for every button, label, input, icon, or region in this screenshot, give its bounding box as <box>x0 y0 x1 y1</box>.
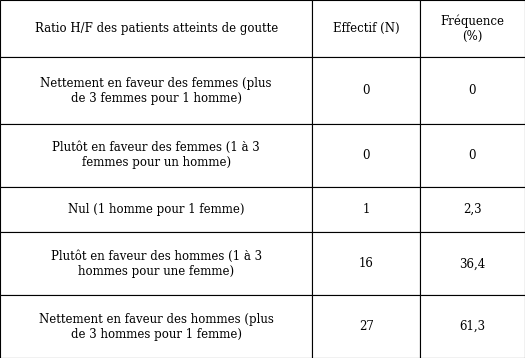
Bar <box>312 295 420 358</box>
Text: 61,3: 61,3 <box>459 320 486 333</box>
Bar <box>0 295 312 358</box>
Text: Nettement en faveur des hommes (plus
de 3 hommes pour 1 femme): Nettement en faveur des hommes (plus de … <box>39 313 274 340</box>
Bar <box>0 0 312 57</box>
Bar <box>0 124 312 187</box>
Bar <box>0 232 312 295</box>
Text: Plutôt en faveur des femmes (1 à 3
femmes pour un homme): Plutôt en faveur des femmes (1 à 3 femme… <box>52 141 260 169</box>
Bar <box>420 187 525 232</box>
Text: 0: 0 <box>362 149 370 162</box>
Text: 1: 1 <box>362 203 370 216</box>
Text: Plutôt en faveur des hommes (1 à 3
hommes pour une femme): Plutôt en faveur des hommes (1 à 3 homme… <box>50 250 262 278</box>
Bar <box>312 232 420 295</box>
Text: Nul (1 homme pour 1 femme): Nul (1 homme pour 1 femme) <box>68 203 245 216</box>
Bar <box>420 295 525 358</box>
Bar <box>312 0 420 57</box>
Text: 36,4: 36,4 <box>459 257 486 270</box>
Bar <box>0 57 312 124</box>
Bar <box>0 187 312 232</box>
Bar <box>420 0 525 57</box>
Text: 16: 16 <box>359 257 374 270</box>
Bar <box>312 57 420 124</box>
Text: 27: 27 <box>359 320 374 333</box>
Text: 0: 0 <box>362 84 370 97</box>
Bar <box>312 124 420 187</box>
Bar <box>420 57 525 124</box>
Bar <box>312 187 420 232</box>
Text: Ratio H/F des patients atteints de goutte: Ratio H/F des patients atteints de goutt… <box>35 22 278 35</box>
Bar <box>420 232 525 295</box>
Text: Effectif (N): Effectif (N) <box>333 22 400 35</box>
Text: 0: 0 <box>469 84 476 97</box>
Text: Fréquence
(%): Fréquence (%) <box>440 14 505 43</box>
Text: 0: 0 <box>469 149 476 162</box>
Bar <box>420 124 525 187</box>
Text: Nettement en faveur des femmes (plus
de 3 femmes pour 1 homme): Nettement en faveur des femmes (plus de … <box>40 77 272 105</box>
Text: 2,3: 2,3 <box>463 203 482 216</box>
